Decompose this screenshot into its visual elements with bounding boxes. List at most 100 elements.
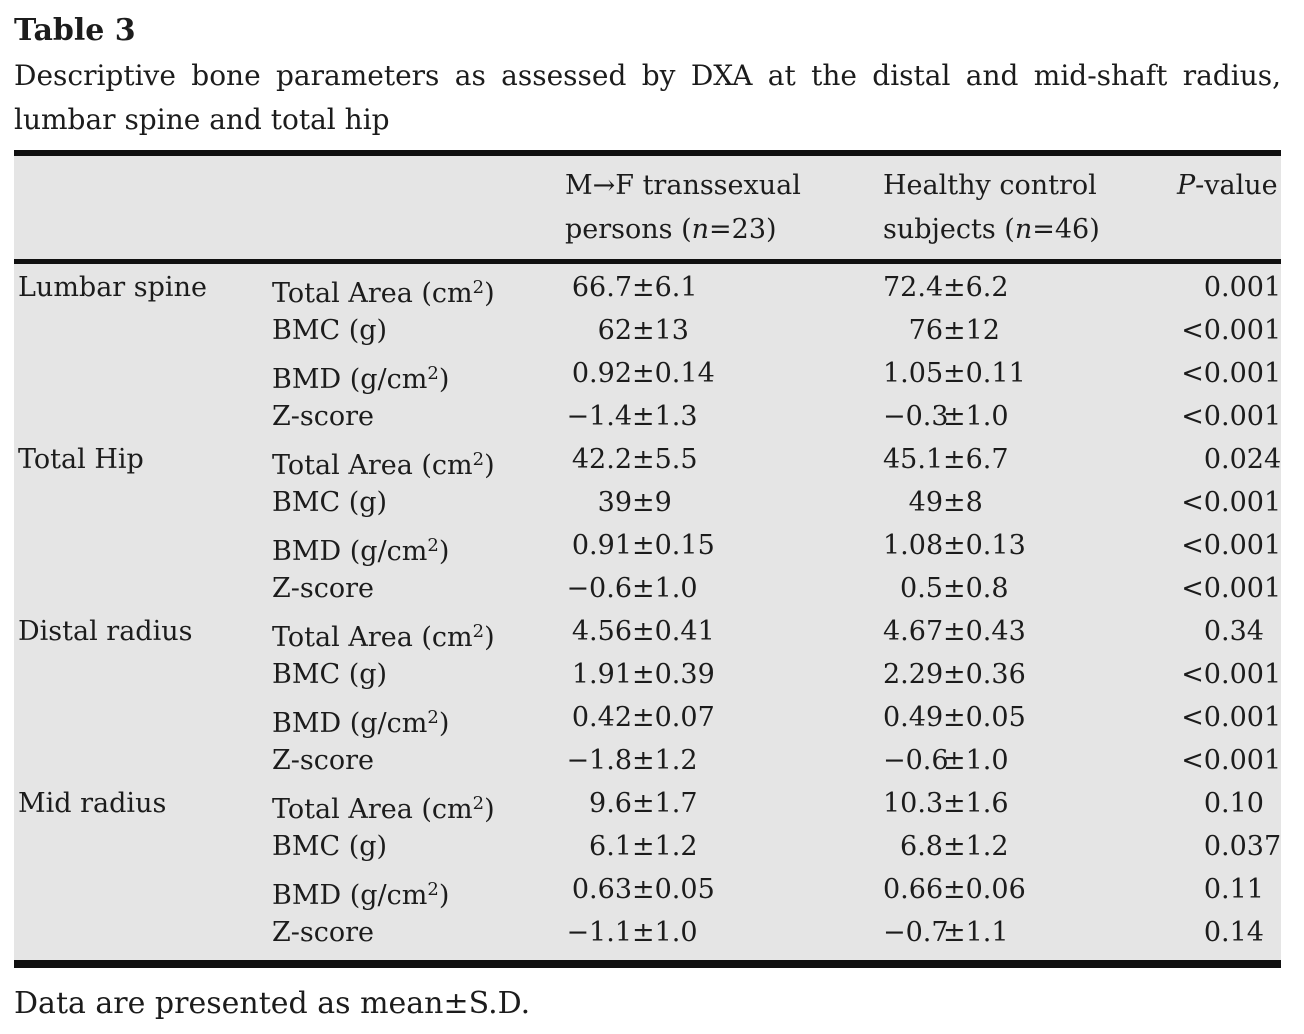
control-value-cell: 72.4±6.2 [883, 266, 1177, 309]
mean-value: 0.66 [883, 874, 944, 905]
superscript-2: 2 [427, 707, 439, 728]
plus-minus-sign: ± [943, 444, 966, 475]
mean-value: 39 [597, 487, 632, 518]
transsexual-value-cell: −1.1±1.0 [565, 911, 883, 954]
pvalue-decimal-part: .34 [1221, 616, 1264, 647]
parameter-cell: BMC (g) [272, 487, 388, 518]
pvalue-cell: 0.037 [1177, 825, 1281, 868]
mean-value: 0.5 [900, 573, 943, 604]
pvalue-integer-part: 0 [1203, 874, 1221, 905]
sd-value: 0.05 [654, 874, 715, 905]
table-number-label: Table 3 [14, 13, 136, 48]
mean-value: −0.3 [883, 401, 949, 432]
plus-minus-sign: ± [632, 444, 655, 475]
superscript-2: 2 [427, 535, 439, 556]
mean-value: 76 [908, 315, 943, 346]
plus-minus-sign: ± [943, 573, 966, 604]
pvalue-cell: <0.001 [1177, 352, 1281, 395]
site-cell [18, 653, 272, 696]
site-cell [18, 524, 272, 567]
header-pvalue-cell: P-value [1177, 170, 1278, 201]
transsexual-value-cell: −1.4±1.3 [565, 395, 883, 438]
plus-minus-sign: ± [943, 745, 966, 776]
control-value-cell: −0.3±1.0 [883, 395, 1177, 438]
pvalue-cell: <0.001 [1177, 696, 1281, 739]
plus-minus-sign: ± [632, 745, 655, 776]
pvalue-integer-part: <0 [1181, 358, 1221, 389]
table-row: Distal radius Total Area (cm2) 4.56±0.41 4.… [18, 610, 1281, 653]
table-row: BMD (g/cm2) 0.92±0.14 1.05±0.11 <0.001 [18, 352, 1281, 395]
sd-value: 1.1 [965, 917, 1009, 948]
table-header: M→F transsexual persons (n=23) Healthy c… [14, 156, 1281, 259]
site-cell [18, 352, 272, 395]
mean-value: 6.1 [589, 831, 632, 862]
pvalue-integer-part: 0 [1203, 616, 1221, 647]
header-parameter-cell [272, 164, 565, 252]
transsexual-value-cell: 39±9 [565, 481, 883, 524]
control-value-cell: 0.49±0.05 [883, 696, 1177, 739]
table-row: BMC (g) 62±13 76±12 <0.001 [18, 309, 1281, 352]
superscript-2: 2 [472, 449, 485, 470]
table-row: Z-score −1.4±1.3 −0.3±1.0 <0.001 [18, 395, 1281, 438]
transsexual-value-cell: 9.6±1.7 [565, 782, 883, 825]
superscript-2: 2 [472, 621, 485, 642]
transsexual-value-cell: 0.91±0.15 [565, 524, 883, 567]
parameter-cell: BMD (g/cm2) [272, 707, 450, 739]
sd-value: 0.43 [965, 616, 1026, 647]
pvalue-integer-part: <0 [1181, 530, 1221, 561]
plus-minus-sign: ± [632, 616, 655, 647]
sd-value: 9 [654, 487, 672, 518]
pvalue-cell: 0.10 [1177, 782, 1281, 825]
mean-value: −0.6 [566, 573, 632, 604]
site-cell [18, 868, 272, 911]
sd-value: 0.41 [654, 616, 715, 647]
plus-minus-sign: ± [632, 702, 655, 733]
control-value-cell: 76±12 [883, 309, 1177, 352]
mean-value: 0.42 [571, 702, 632, 733]
sd-value: 6.1 [654, 272, 698, 303]
table-footnote: Data are presented as mean±S.D. [14, 986, 531, 1021]
table-body: Lumbar spine Total Area (cm2) 66.7±6.1 72.4… [14, 264, 1281, 960]
transsexual-value-cell: 6.1±1.2 [565, 825, 883, 868]
site-cell: Distal radius [18, 616, 193, 647]
plus-minus-sign: ± [943, 530, 966, 561]
sd-value: 0.13 [965, 530, 1026, 561]
mean-value: 4.56 [571, 616, 632, 647]
control-value-cell: 0.66±0.06 [883, 868, 1177, 911]
pvalue-integer-part: 0 [1203, 831, 1221, 862]
transsexual-value-cell: 4.56±0.41 [565, 610, 883, 653]
parameter-cell: Z-score [272, 573, 375, 604]
pvalue-integer-part: 0 [1203, 444, 1221, 475]
pvalue-decimal-part: .001 [1221, 401, 1282, 432]
plus-minus-sign: ± [632, 831, 655, 862]
control-value-cell: 45.1±6.7 [883, 438, 1177, 481]
mean-value: −1.1 [566, 917, 632, 948]
pvalue-decimal-part: .001 [1221, 702, 1282, 733]
site-cell [18, 395, 272, 438]
superscript-2: 2 [472, 277, 485, 298]
parameter-cell: BMD (g/cm2) [272, 535, 450, 567]
caption-line-2: lumbar spine and total hip [14, 103, 390, 136]
sd-value: 6.2 [965, 272, 1009, 303]
transsexual-value-cell: 66.7±6.1 [565, 266, 883, 309]
control-value-cell: −0.6±1.0 [883, 739, 1177, 782]
pvalue-decimal-part: .001 [1221, 272, 1282, 303]
pvalue-decimal-part: .001 [1221, 659, 1282, 690]
transsexual-value-cell: 0.92±0.14 [565, 352, 883, 395]
pvalue-decimal-part: .11 [1221, 874, 1264, 905]
pvalue-cell: <0.001 [1177, 309, 1281, 352]
table-header-row: M→F transsexual persons (n=23) Healthy c… [18, 164, 1281, 252]
pvalue-integer-part: <0 [1181, 745, 1221, 776]
sd-value: 13 [654, 315, 689, 346]
mean-value: 42.2 [571, 444, 632, 475]
pvalue-decimal-part: .001 [1221, 530, 1282, 561]
control-value-cell: 49±8 [883, 481, 1177, 524]
table-row: BMD (g/cm2) 0.91±0.15 1.08±0.13 <0.001 [18, 524, 1281, 567]
mean-value: −1.8 [566, 745, 632, 776]
pvalue-cell: 0.024 [1177, 438, 1281, 481]
table-row: Total Hip Total Area (cm2) 42.2±5.5 45.1±6.… [18, 438, 1281, 481]
plus-minus-sign: ± [632, 659, 655, 690]
sd-value: 1.0 [654, 573, 698, 604]
pvalue-cell: <0.001 [1177, 481, 1281, 524]
parameter-cell: BMC (g) [272, 315, 388, 346]
